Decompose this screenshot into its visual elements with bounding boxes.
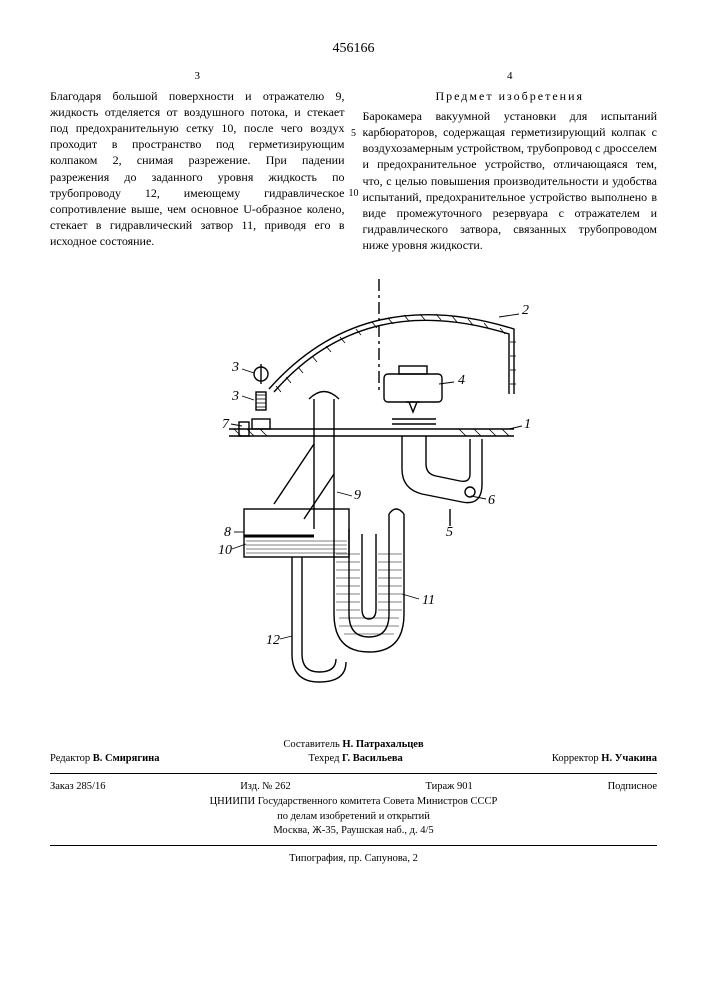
order-num: Заказ 285/16 — [50, 780, 105, 795]
editor-label: Редактор — [50, 753, 90, 764]
patent-number: 456166 — [50, 40, 657, 59]
line-marker-10: 10 — [349, 187, 359, 201]
fig-label-11: 11 — [422, 593, 435, 608]
tech-name: Г. Васильева — [342, 753, 403, 764]
typography: Типография, пр. Сапунова, 2 — [50, 852, 657, 867]
fig-label-6: 6 — [488, 493, 495, 508]
right-column: 4 Предмет изобретения Барокамера вакуумн… — [363, 69, 658, 254]
fig-label-7: 7 — [222, 417, 230, 432]
right-col-number: 4 — [363, 69, 658, 84]
org-line-1: ЦНИИПИ Государственного комитета Совета … — [50, 795, 657, 810]
tirage: Тираж 901 — [426, 780, 473, 795]
fig-label-12: 12 — [266, 633, 280, 648]
right-col-text: Барокамера вакуумной установки для испыт… — [363, 108, 658, 254]
fig-label-3b: 3 — [231, 389, 239, 404]
left-column: 3 Благодаря большой поверхности и отража… — [50, 69, 345, 254]
corrector-label: Корректор — [552, 753, 599, 764]
org-line-2: по делам изобретений и открытий — [50, 810, 657, 825]
fig-label-2: 2 — [522, 303, 529, 318]
fig-label-8: 8 — [224, 525, 231, 540]
fig-label-3a: 3 — [231, 360, 239, 375]
footer: Составитель Н. Патрахальцев Редактор В. … — [50, 738, 657, 867]
text-columns: 3 Благодаря большой поверхности и отража… — [50, 69, 657, 254]
composer-label: Составитель — [283, 739, 339, 750]
left-col-text: Благодаря большой поверхности и отражате… — [50, 88, 345, 250]
subject-heading: Предмет изобретения — [363, 88, 658, 104]
fig-label-10: 10 — [218, 543, 232, 558]
editor-name: В. Смирягина — [93, 753, 160, 764]
izd-num: Изд. № 262 — [240, 780, 291, 795]
corrector-name: Н. Учакина — [601, 753, 657, 764]
address: Москва, Ж-35, Раушская наб., д. 4/5 — [50, 824, 657, 839]
fig-label-1: 1 — [524, 417, 531, 432]
line-marker-5: 5 — [351, 127, 356, 141]
fig-label-5: 5 — [446, 525, 453, 540]
subscription: Подписное — [608, 780, 657, 795]
figure-svg: 3 3 7 8 10 2 4 1 6 5 9 11 12 — [174, 274, 534, 704]
tech-label: Техред — [309, 753, 340, 764]
composer-name: Н. Патрахальцев — [342, 739, 423, 750]
left-col-number: 3 — [50, 69, 345, 84]
fig-label-4: 4 — [458, 373, 465, 388]
patent-figure: 3 3 7 8 10 2 4 1 6 5 9 11 12 — [50, 274, 657, 708]
fig-label-9: 9 — [354, 488, 361, 503]
